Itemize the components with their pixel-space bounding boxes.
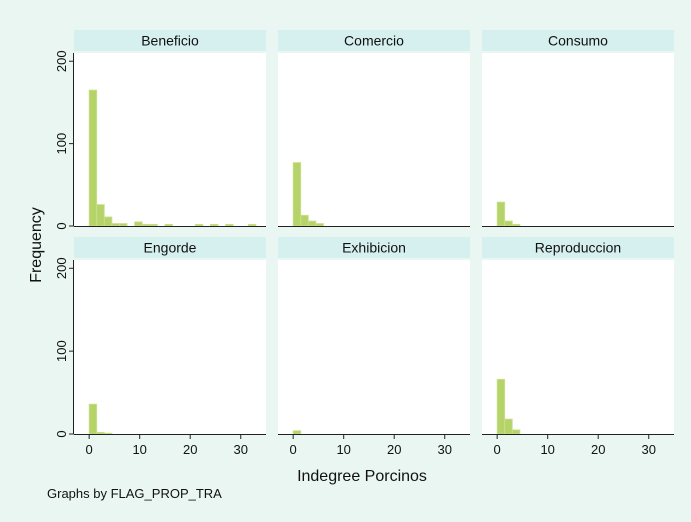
- x-tick-label: 20: [183, 442, 197, 457]
- histogram-bar: [497, 202, 505, 226]
- histogram-bar: [142, 224, 150, 226]
- x-tick-label: 10: [132, 442, 146, 457]
- y-tick-label: 200: [54, 257, 69, 279]
- histogram-bar: [89, 90, 97, 226]
- y-tick-label: 0: [54, 222, 69, 229]
- histogram-bar: [512, 224, 520, 226]
- panel-plot-area: [278, 53, 470, 226]
- histogram-bar: [293, 431, 301, 434]
- y-tick-label: 200: [54, 50, 69, 72]
- histogram-bar: [104, 433, 112, 434]
- panel-title: Exhibicion: [342, 240, 406, 256]
- histogram-bar: [210, 224, 218, 226]
- histogram-bar: [97, 432, 105, 434]
- panel-title: Comercio: [344, 33, 404, 49]
- histogram-bar: [97, 205, 105, 226]
- x-tick-label: 30: [642, 442, 656, 457]
- histogram-bar: [512, 430, 520, 434]
- y-tick-label: 0: [54, 430, 69, 437]
- y-tick-label: 100: [54, 340, 69, 362]
- histogram-bar: [112, 224, 120, 226]
- x-tick-label: 0: [290, 442, 297, 457]
- x-tick-label: 20: [387, 442, 401, 457]
- histogram-bar: [104, 217, 112, 226]
- panel-plot-area: [482, 260, 674, 434]
- histogram-bar: [89, 404, 97, 434]
- panel-title: Reproduccion: [535, 240, 621, 256]
- panel-plot-area: [482, 53, 674, 226]
- x-tick-label: 10: [336, 442, 350, 457]
- x-tick-label: 30: [438, 442, 452, 457]
- histogram-bar: [316, 224, 324, 226]
- x-tick-label: 10: [540, 442, 554, 457]
- histogram-bar: [226, 224, 234, 226]
- y-axis-title: Frequency: [28, 207, 45, 283]
- histogram-bar: [497, 379, 505, 434]
- histogram-bar: [308, 221, 316, 226]
- x-tick-label: 20: [591, 442, 605, 457]
- x-axis-title: Indegree Porcinos: [297, 468, 427, 485]
- panel-title: Beneficio: [141, 33, 199, 49]
- panel-plot-area: [74, 53, 266, 226]
- histogram-bar: [150, 224, 158, 226]
- histogram-bar: [505, 221, 513, 226]
- x-tick-label: 0: [494, 442, 501, 457]
- panel-title: Consumo: [548, 33, 608, 49]
- by-group-note: Graphs by FLAG_PROP_TRA: [47, 486, 222, 501]
- panel-plot-area: [278, 260, 470, 434]
- histogram-bar: [248, 224, 256, 226]
- histogram-bar: [195, 224, 203, 226]
- histogram-bar: [293, 163, 301, 226]
- panel-plot-area: [74, 260, 266, 434]
- histogram-bar: [165, 224, 173, 226]
- histogram-bar: [119, 224, 127, 226]
- x-tick-label: 0: [86, 442, 93, 457]
- histogram-bar: [505, 419, 513, 434]
- panel-title: Engorde: [144, 240, 197, 256]
- x-tick-label: 30: [234, 442, 248, 457]
- y-tick-label: 100: [54, 133, 69, 155]
- histogram-bar: [135, 222, 143, 226]
- histogram-bar: [301, 215, 309, 226]
